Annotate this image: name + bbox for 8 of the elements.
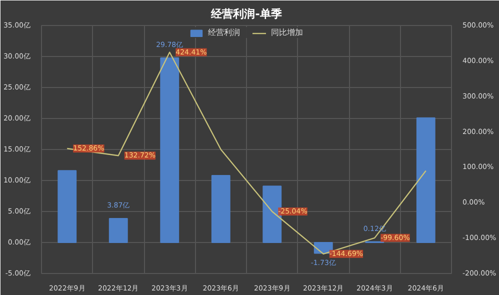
bar — [160, 57, 180, 243]
bar — [108, 218, 128, 243]
legend-label: 同比增加 — [271, 27, 303, 38]
chart-title: 经营利润-单季 — [210, 8, 283, 20]
bar — [58, 170, 77, 243]
bar — [211, 175, 230, 243]
bar — [416, 117, 436, 243]
legend-label: 经营利润 — [208, 27, 240, 38]
